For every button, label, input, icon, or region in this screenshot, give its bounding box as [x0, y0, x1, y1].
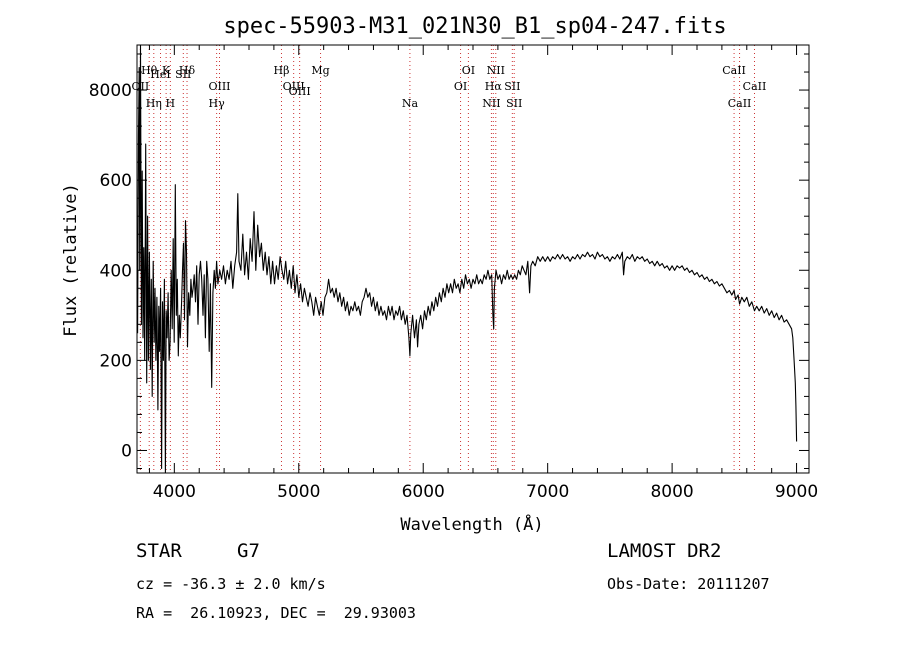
line-marker-label: SII	[175, 68, 191, 81]
line-marker-label: NII	[487, 64, 505, 77]
y-tick-label: 400	[100, 261, 132, 281]
object-class: STAR	[136, 540, 182, 562]
line-marker-label: K	[162, 64, 171, 77]
line-marker-label: Hβ	[274, 64, 290, 77]
x-tick-label: 9000	[775, 482, 818, 502]
line-marker-label: OIII	[283, 80, 305, 93]
x-axis-label: Wavelength (Å)	[400, 513, 543, 535]
y-axis-label: Flux (relative)	[61, 183, 81, 337]
line-marker-label: NII	[482, 97, 500, 110]
line-marker-label: OI	[454, 80, 467, 93]
coordinates: RA = 26.10923, DEC = 29.93003	[136, 604, 416, 622]
line-marker-label: OIII	[289, 85, 311, 98]
line-marker-label: Hθ	[141, 64, 158, 77]
line-marker-label: CaII	[722, 64, 746, 77]
line-marker-layer	[139, 45, 755, 473]
y-tick-label: 600	[100, 171, 132, 191]
redshift-cz: cz = -36.3 ± 2.0 km/s	[136, 575, 326, 593]
line-marker-label: Na	[402, 97, 419, 110]
line-marker-label: OIII	[208, 80, 230, 93]
line-marker-label: Hδ	[179, 64, 196, 77]
obs-date: Obs-Date: 20111207	[607, 575, 770, 593]
line-marker-label: SII	[506, 97, 522, 110]
line-marker-label: H	[166, 97, 176, 110]
x-tick-label: 8000	[650, 482, 693, 502]
x-tick-label: 7000	[526, 482, 569, 502]
line-marker-label: OI	[462, 64, 475, 77]
line-marker-label: Mg	[311, 64, 329, 77]
y-tick-label: 200	[100, 351, 132, 371]
object-subclass: G7	[237, 540, 260, 562]
line-marker-label: SII	[504, 80, 520, 93]
x-tick-label: 4000	[153, 482, 196, 502]
line-marker-label: CaII	[743, 80, 767, 93]
line-marker-label: Hη	[146, 97, 162, 110]
axis-layer: 4000 5000 6000 7000 8000 9000 0 200 400 600 8000	[89, 45, 818, 502]
y-tick-label: 8000	[89, 81, 132, 101]
spectrum-series-line	[137, 44, 798, 474]
line-marker-label: OII	[132, 80, 150, 93]
chart-title: spec-55903-M31_021N30_B1_sp04-247.fits	[223, 14, 726, 39]
line-marker-label: Hα	[485, 80, 503, 93]
survey-label: LAMOST DR2	[607, 540, 722, 562]
line-marker-label: HeI	[150, 68, 170, 81]
line-marker-label: Hγ	[209, 97, 226, 110]
line-marker-label: CaII	[728, 97, 752, 110]
x-tick-label: 5000	[277, 482, 320, 502]
spectrum-layer	[137, 44, 798, 474]
y-tick-label: 0	[121, 441, 132, 461]
plot-frame	[136, 44, 810, 474]
x-tick-label: 6000	[402, 482, 445, 502]
